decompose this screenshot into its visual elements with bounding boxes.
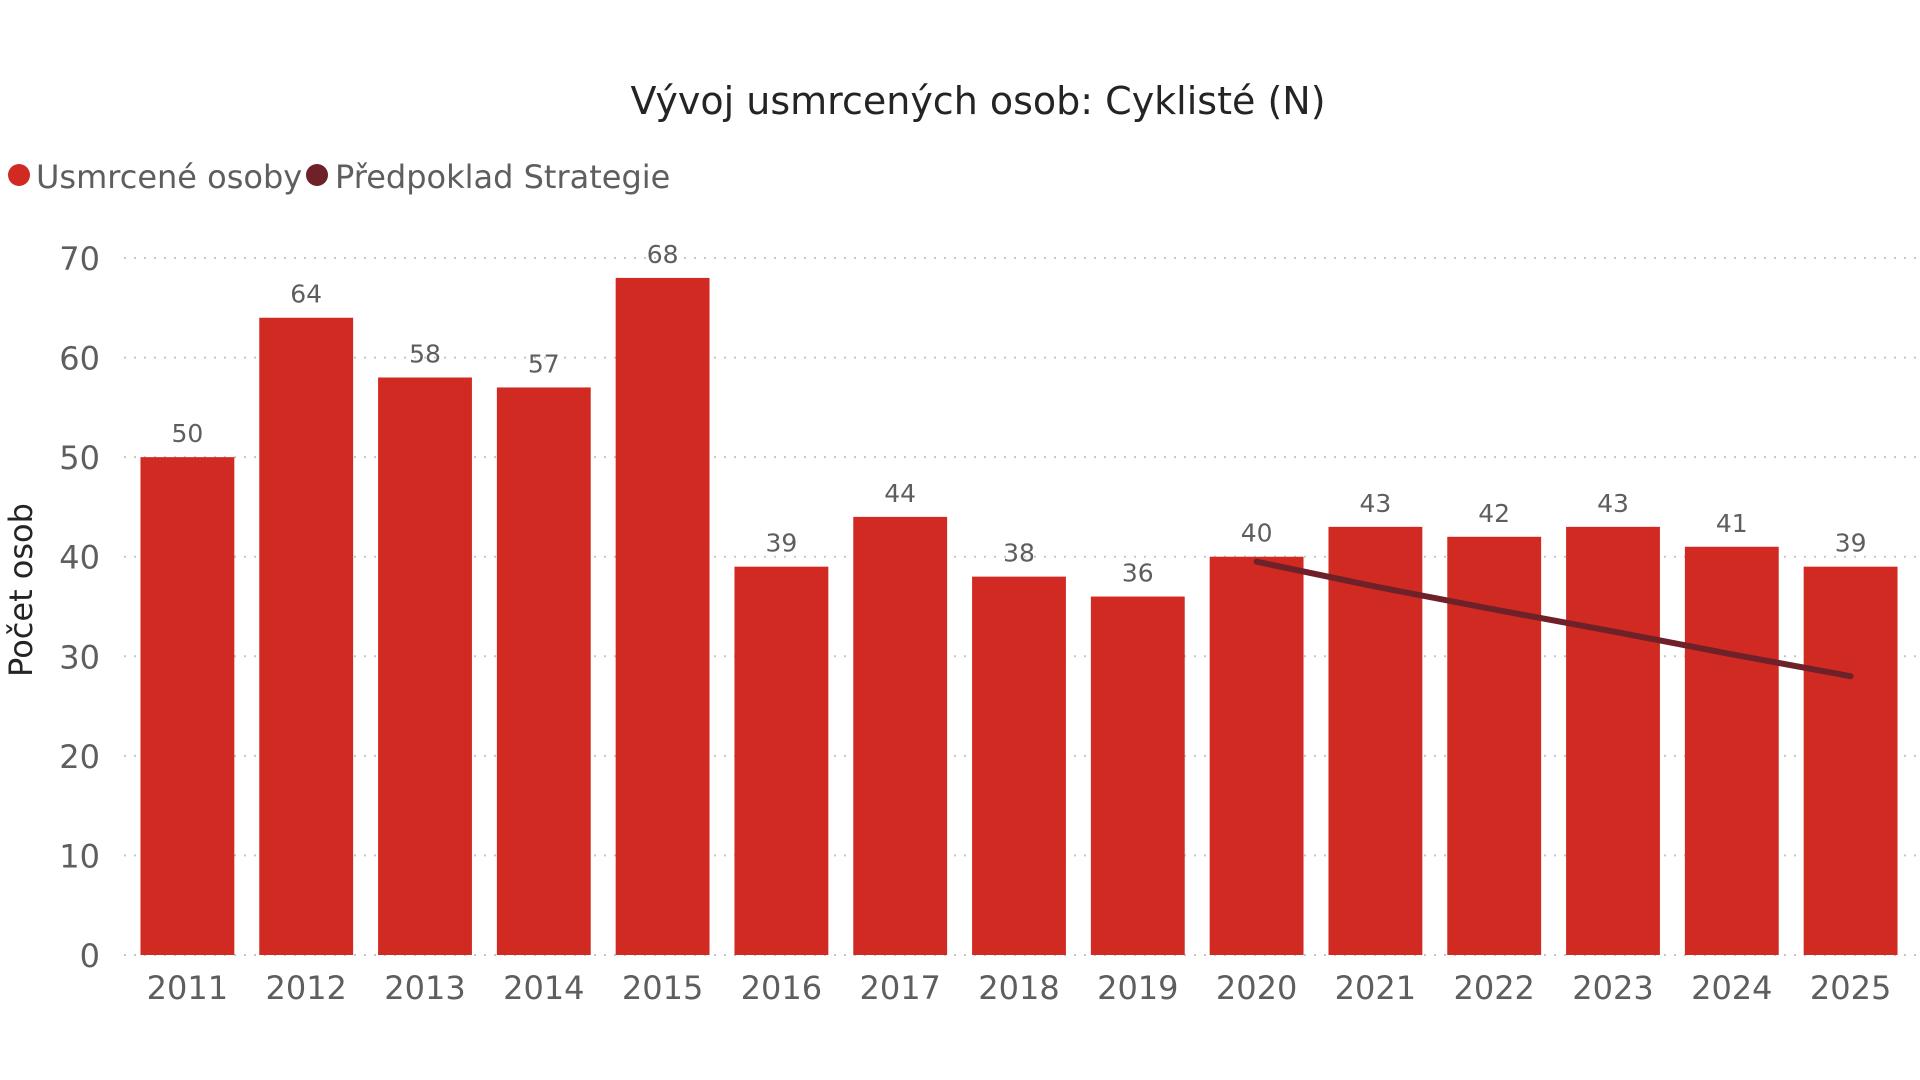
bar-2014[interactable] — [496, 387, 591, 955]
bar-2015[interactable] — [615, 277, 710, 955]
bar-2021[interactable] — [1328, 526, 1423, 955]
data-label-2023: 43 — [1597, 489, 1629, 518]
data-labels: 50 64 58 57 68 39 44 38 36 40 43 42 43 41 39 — [171, 240, 1866, 588]
data-label-2020: 40 — [1241, 519, 1273, 548]
bar-2019[interactable] — [1090, 596, 1185, 955]
y-axis-ticks: 0 10 20 30 40 50 60 70 — [59, 240, 100, 975]
x-tick-label-2020: 2020 — [1216, 969, 1297, 1007]
x-tick-label-2025: 2025 — [1810, 969, 1891, 1007]
bar-2017[interactable] — [853, 516, 948, 955]
y-tick-label: 40 — [59, 539, 100, 577]
bar-2013[interactable] — [378, 377, 472, 955]
data-label-2011: 50 — [171, 419, 203, 448]
data-label-2021: 43 — [1359, 489, 1391, 518]
x-tick-label-2024: 2024 — [1691, 969, 1772, 1007]
x-tick-label-2015: 2015 — [622, 969, 703, 1007]
x-tick-label-2011: 2011 — [147, 969, 228, 1007]
bars — [140, 277, 1898, 955]
strategy-line-path[interactable] — [1253, 558, 1854, 680]
bar-2018[interactable] — [972, 576, 1066, 955]
y-tick-label: 50 — [59, 439, 100, 477]
data-label-2019: 36 — [1122, 559, 1154, 588]
data-label-2017: 44 — [884, 479, 916, 508]
data-label-2013: 58 — [409, 339, 441, 368]
x-tick-label-2016: 2016 — [741, 969, 822, 1007]
data-label-2018: 38 — [1003, 539, 1035, 568]
x-tick-label-2022: 2022 — [1453, 969, 1534, 1007]
legend: Usmrcené osoby Předpoklad Strategie — [8, 158, 670, 196]
legend-marker-predpoklad-strategie — [306, 164, 328, 186]
bar-2023[interactable] — [1566, 526, 1660, 955]
x-tick-label-2021: 2021 — [1335, 969, 1416, 1007]
x-tick-label-2017: 2017 — [859, 969, 940, 1007]
bar-2016[interactable] — [734, 566, 829, 955]
y-tick-label: 60 — [59, 340, 100, 378]
data-label-2012: 64 — [290, 280, 322, 309]
data-label-2025: 39 — [1835, 529, 1867, 558]
y-tick-label: 20 — [59, 738, 100, 776]
bar-2011[interactable] — [140, 457, 235, 955]
legend-item-predpoklad-strategie[interactable]: Předpoklad Strategie — [306, 158, 670, 196]
x-tick-label-2019: 2019 — [1097, 969, 1178, 1007]
y-tick-label: 30 — [59, 638, 100, 676]
bar-2012[interactable] — [259, 317, 354, 955]
data-label-2022: 42 — [1478, 499, 1510, 528]
x-axis-ticks: 2011 2012 2013 2014 2015 2016 2017 2018 2019 2020… — [147, 969, 1892, 1007]
legend-marker-usmrcene-osoby — [8, 164, 30, 186]
y-axis-label: Počet osob — [2, 503, 40, 677]
y-tick-label: 0 — [80, 937, 100, 975]
legend-item-usmrcene-osoby[interactable]: Usmrcené osoby — [8, 158, 302, 196]
x-tick-label-2014: 2014 — [503, 969, 584, 1007]
legend-label-predpoklad-strategie: Předpoklad Strategie — [335, 158, 670, 196]
y-tick-label: 10 — [59, 837, 100, 875]
bar-2022[interactable] — [1447, 536, 1542, 955]
bar-2020[interactable] — [1209, 556, 1304, 955]
legend-label-usmrcene-osoby: Usmrcené osoby — [36, 158, 302, 196]
data-label-2016: 39 — [765, 529, 797, 558]
x-tick-label-2023: 2023 — [1572, 969, 1653, 1007]
bar-2025[interactable] — [1803, 566, 1898, 955]
x-tick-label-2012: 2012 — [265, 969, 346, 1007]
y-tick-label: 70 — [59, 240, 100, 278]
bar-2024[interactable] — [1684, 546, 1779, 955]
x-tick-label-2013: 2013 — [384, 969, 465, 1007]
data-label-2024: 41 — [1716, 509, 1748, 538]
x-tick-label-2018: 2018 — [978, 969, 1059, 1007]
data-label-2015: 68 — [647, 240, 679, 269]
data-label-2014: 57 — [528, 349, 560, 378]
chart-title: Vývoj usmrcených osob: Cyklisté (N) — [630, 79, 1325, 123]
strategy-line — [1253, 558, 1854, 680]
